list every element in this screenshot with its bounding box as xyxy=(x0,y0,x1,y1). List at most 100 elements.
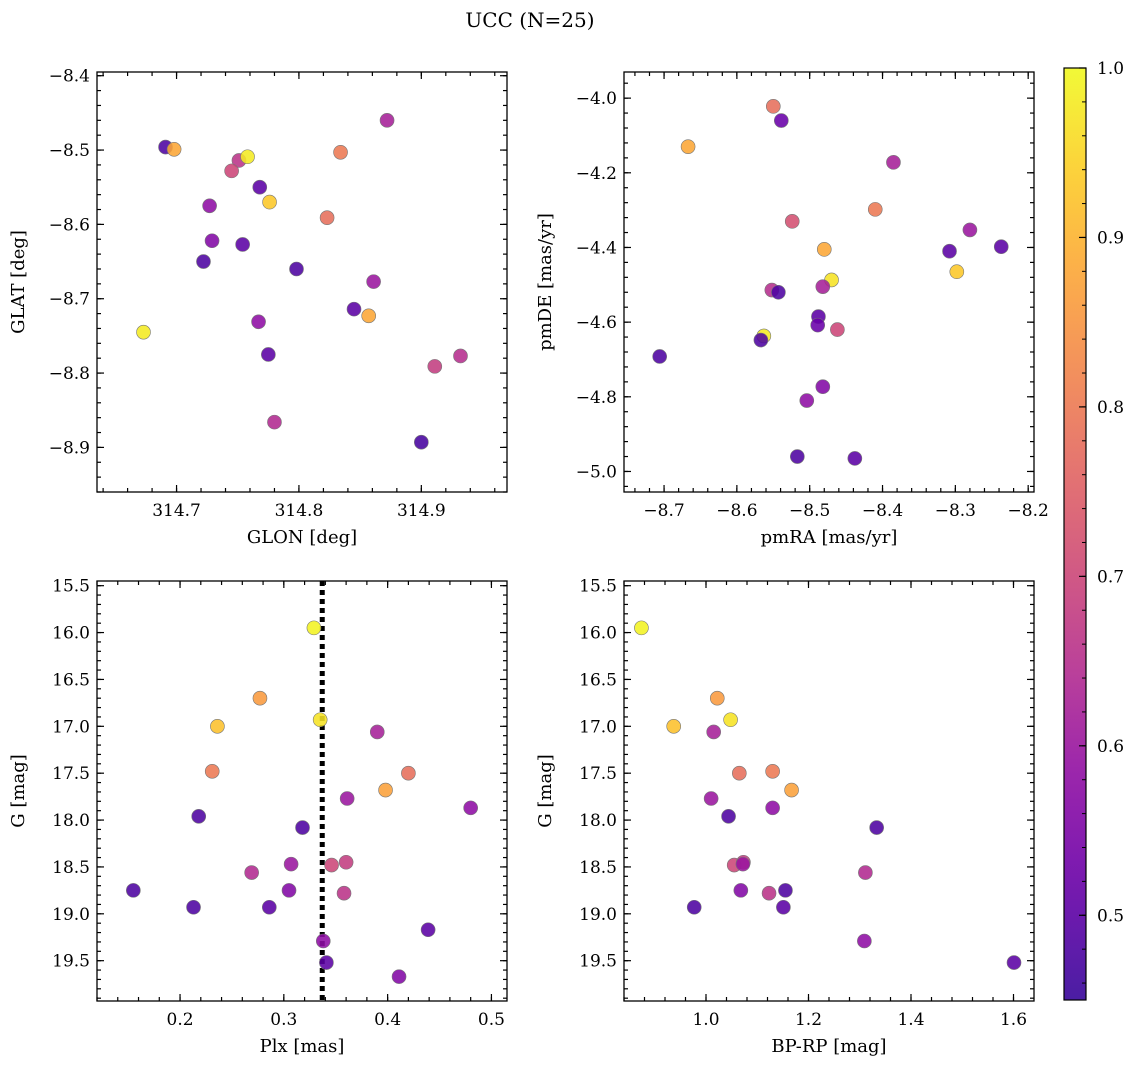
axes-frame xyxy=(96,580,508,1002)
plot-content xyxy=(126,581,478,1001)
data-point xyxy=(196,254,211,269)
x-tick-label: 0.2 xyxy=(167,1010,194,1030)
x-tick-label: 1.2 xyxy=(795,1010,822,1030)
y-tick-label: −8.7 xyxy=(49,290,90,310)
scatter-panel-2: −8.7 −8.6 −8.5 −8.4 −8.3 −8.2 −4.0 −4.2 −4.4 −4.6… xyxy=(535,71,1049,548)
axes-frame xyxy=(623,580,1035,1002)
y-tick-label: −4.6 xyxy=(576,313,617,333)
y-tick-label: −4.4 xyxy=(576,238,617,258)
data-point xyxy=(204,233,220,249)
data-point xyxy=(463,800,478,816)
y-tick-label: −8.4 xyxy=(49,67,90,87)
data-point xyxy=(815,279,831,294)
data-point xyxy=(784,214,800,229)
axis-ticks xyxy=(624,72,1034,492)
x-tick-label: 0.3 xyxy=(270,1010,297,1030)
data-point xyxy=(191,809,207,824)
y-tick-label: 17.5 xyxy=(579,764,617,784)
data-point xyxy=(204,764,220,779)
y-tick-label: −5.0 xyxy=(576,462,617,482)
scatter-panel-1: 314.7 314.8 314.9 −8.4 −8.5 −8.6 −8.7 −8.8 −8.9 G… xyxy=(8,67,508,548)
data-point xyxy=(776,899,791,915)
y-tick-label: −8.5 xyxy=(49,141,90,161)
colorbar-gradient xyxy=(1063,67,1087,1001)
data-point xyxy=(857,933,872,949)
colorbar-tick-label: 0.9 xyxy=(1097,228,1124,248)
data-point xyxy=(333,144,348,160)
data-point xyxy=(378,782,393,798)
data-point xyxy=(361,308,377,324)
y-tick-label: 17.0 xyxy=(52,717,90,737)
data-point xyxy=(336,885,352,901)
data-point xyxy=(771,284,786,300)
data-point xyxy=(338,854,354,870)
data-point xyxy=(652,349,667,364)
colorbar-tick-label: 1.0 xyxy=(1097,59,1124,79)
x-tick-label: 1.6 xyxy=(1000,1010,1027,1030)
data-point xyxy=(942,243,957,259)
data-point xyxy=(295,820,310,835)
x-tick-label: 1.4 xyxy=(897,1010,924,1030)
data-point xyxy=(815,379,831,395)
data-point xyxy=(251,314,266,330)
x-tick-label: 1.0 xyxy=(692,1010,719,1030)
data-point xyxy=(858,865,873,880)
data-point xyxy=(240,149,255,165)
y-tick-label: 17.0 xyxy=(579,717,617,737)
data-point xyxy=(867,202,883,217)
x-tick-label: 314.7 xyxy=(152,501,201,521)
data-point xyxy=(346,301,362,317)
data-point xyxy=(453,348,468,364)
y-tick-label: 16.5 xyxy=(52,670,90,690)
data-point xyxy=(420,922,436,938)
data-point xyxy=(735,856,751,872)
data-point xyxy=(799,393,815,408)
scatter-panel-4: 1.0 1.2 1.4 1.6 15.5 16.0 16.5 17.0 17.5 18.0 18.5… xyxy=(535,577,1035,1057)
data-point xyxy=(166,142,182,157)
data-point xyxy=(401,765,416,781)
x-tick-label: −8.6 xyxy=(716,501,757,521)
axes-frame xyxy=(96,71,508,493)
data-point xyxy=(830,322,845,337)
y-tick-label: −8.6 xyxy=(49,215,90,235)
data-point xyxy=(283,856,299,872)
y-tick-label: 16.5 xyxy=(579,670,617,690)
plot-area xyxy=(97,72,507,492)
y-tick-label: 19.0 xyxy=(52,905,90,925)
y-tick-label: 18.0 xyxy=(52,811,90,831)
colorbar-tick-label: 0.8 xyxy=(1097,398,1124,418)
y-tick-label: 16.0 xyxy=(579,624,617,644)
panels: 314.7 314.8 314.9 −8.4 −8.5 −8.6 −8.7 −8.8 −8.9 G… xyxy=(8,67,1049,1057)
data-point xyxy=(126,883,141,898)
figure-title: UCC (N=25) xyxy=(465,8,594,32)
data-point xyxy=(869,820,884,835)
data-point xyxy=(765,764,780,779)
data-point xyxy=(847,451,863,466)
data-point xyxy=(369,724,385,740)
data-point xyxy=(753,332,769,348)
scatter-panel-3: 0.2 0.3 0.4 0.5 15.5 16.0 16.5 17.0 17.5 18.0 18.5… xyxy=(8,577,508,1057)
data-point xyxy=(244,865,259,880)
y-tick-label: 15.5 xyxy=(579,577,617,597)
data-point xyxy=(379,113,395,128)
data-point xyxy=(816,242,832,257)
data-point xyxy=(186,899,201,915)
data-point xyxy=(723,712,738,728)
x-tick-label: 0.5 xyxy=(478,1010,505,1030)
plot-area xyxy=(97,581,507,1001)
data-point xyxy=(761,885,777,901)
y-tick-label: 18.5 xyxy=(579,858,617,878)
axis-ticks xyxy=(96,581,507,1001)
data-point xyxy=(262,194,277,210)
data-point xyxy=(319,955,334,970)
data-point xyxy=(261,347,276,362)
plot-content xyxy=(136,113,468,450)
data-point xyxy=(778,883,793,898)
data-point xyxy=(289,261,304,277)
data-point xyxy=(224,163,239,179)
data-point xyxy=(732,765,747,781)
y-axis-label: pmDE [mas/yr] xyxy=(535,213,556,351)
data-point xyxy=(784,782,799,798)
y-tick-label: 17.5 xyxy=(52,764,90,784)
